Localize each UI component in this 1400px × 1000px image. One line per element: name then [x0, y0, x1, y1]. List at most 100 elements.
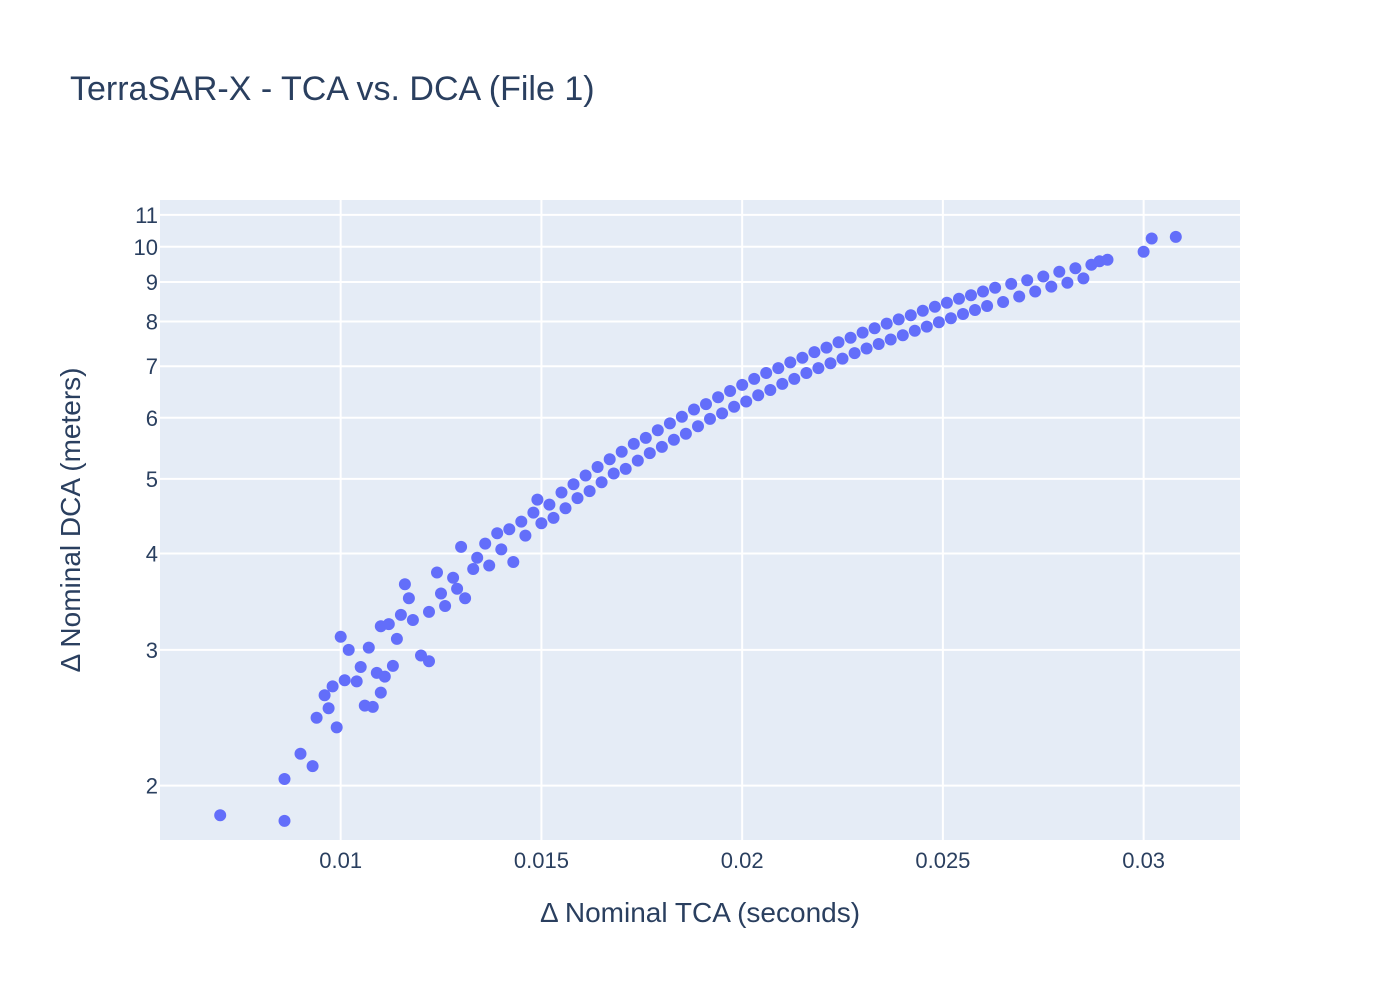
y-tick-label: 5 [146, 467, 158, 492]
y-tick-label: 6 [146, 406, 158, 431]
y-axis-title: Δ Nominal DCA (meters) [55, 368, 86, 673]
scatter-point [1045, 280, 1058, 293]
scatter-point [940, 296, 953, 309]
scatter-point [214, 809, 227, 822]
y-tick-label: 8 [146, 309, 158, 334]
scatter-point [451, 582, 464, 595]
y-tick-label: 4 [146, 542, 158, 567]
y-tick-label: 2 [146, 774, 158, 799]
scatter-point [872, 338, 885, 350]
scatter-point [860, 342, 873, 355]
scatter-point [491, 527, 504, 540]
scatter-point [892, 313, 905, 326]
scatter-point [607, 467, 620, 480]
scatter-point [471, 551, 484, 564]
scatter-point [1069, 262, 1082, 275]
scatter-point [322, 702, 335, 715]
scatter-point [567, 478, 580, 491]
scatter-point [736, 378, 749, 391]
y-tick-label: 7 [146, 354, 158, 379]
scatter-point [583, 485, 596, 498]
scatter-point [692, 420, 704, 433]
scatter-point [856, 326, 869, 339]
scatter-point [374, 686, 387, 699]
chart-title: TerraSAR-X - TCA vs. DCA (File 1) [70, 70, 595, 108]
scatter-point [423, 655, 435, 668]
scatter-point [579, 469, 592, 482]
scatter-point [382, 618, 395, 631]
scatter-point [467, 563, 480, 575]
scatter-point [1101, 253, 1114, 266]
scatter-point [760, 367, 773, 379]
scatter-point [447, 571, 460, 584]
scatter-point [688, 403, 700, 416]
scatter-point [712, 391, 725, 404]
scatter-point [507, 556, 520, 568]
scatter-point [896, 329, 909, 342]
scatter-point [784, 356, 797, 369]
scatter-point [832, 336, 845, 349]
scatter-point [455, 540, 468, 553]
scatter-point [800, 367, 813, 379]
scatter-point [1077, 272, 1090, 285]
scatter-point [326, 680, 339, 693]
scatter-point [977, 285, 989, 298]
scatter-point [406, 614, 419, 626]
scatter-point [904, 309, 917, 322]
scatter-point [679, 427, 692, 440]
x-axis-title: Δ Nominal TCA (seconds) [540, 897, 860, 928]
scatter-point [908, 324, 921, 337]
scatter-points [214, 230, 1182, 827]
scatter-point [772, 362, 785, 375]
scatter-point [531, 493, 544, 506]
x-tick-label: 0.01 [319, 848, 362, 873]
scatter-point [764, 384, 777, 396]
scatter-point [338, 674, 351, 687]
scatter-point [483, 559, 496, 572]
scatter-point [836, 352, 849, 365]
scatter-point [535, 517, 548, 530]
scatter-point [884, 333, 897, 346]
x-tick-label: 0.02 [721, 848, 764, 873]
scatter-point [362, 641, 375, 654]
scatter-point [788, 372, 801, 385]
scatter-point [820, 341, 833, 354]
scatter-point [724, 385, 737, 397]
scatter-point [350, 675, 363, 688]
scatter-point [848, 347, 861, 360]
scatter-point [306, 760, 319, 773]
scatter-point [619, 462, 632, 475]
x-axis-ticks: 0.01 0.015 0.02 0.025 0.03 [319, 848, 1165, 873]
scatter-point [354, 661, 367, 673]
scatter-point [639, 431, 652, 444]
scatter-point [603, 453, 616, 466]
scatter-point [808, 346, 821, 359]
scatter-point [398, 578, 411, 591]
scatter-point [752, 389, 765, 402]
gridlines [160, 200, 1240, 840]
scatter-point [1005, 277, 1018, 290]
scatter-point [555, 486, 568, 499]
scatter-point [944, 312, 957, 325]
scatter-point [334, 630, 347, 643]
scatter-point [519, 529, 532, 542]
scatter-point [423, 605, 435, 618]
scatter-point [310, 711, 323, 724]
plot-area [160, 200, 1240, 840]
scatter-point [663, 417, 676, 430]
y-tick-label: 3 [146, 638, 158, 663]
scatter-point [390, 632, 403, 645]
scatter-point [278, 814, 291, 827]
scatter-point [591, 461, 604, 473]
scatter-point [571, 492, 584, 505]
scatter-point [928, 300, 941, 313]
scatter-point [1169, 230, 1182, 243]
scatter-point [704, 412, 716, 425]
scatter-point [439, 600, 452, 612]
scatter-point [700, 398, 712, 411]
scatter-point [1029, 285, 1042, 298]
scatter-point [969, 304, 981, 316]
scatter-point [643, 447, 656, 460]
y-tick-label: 9 [146, 270, 158, 295]
